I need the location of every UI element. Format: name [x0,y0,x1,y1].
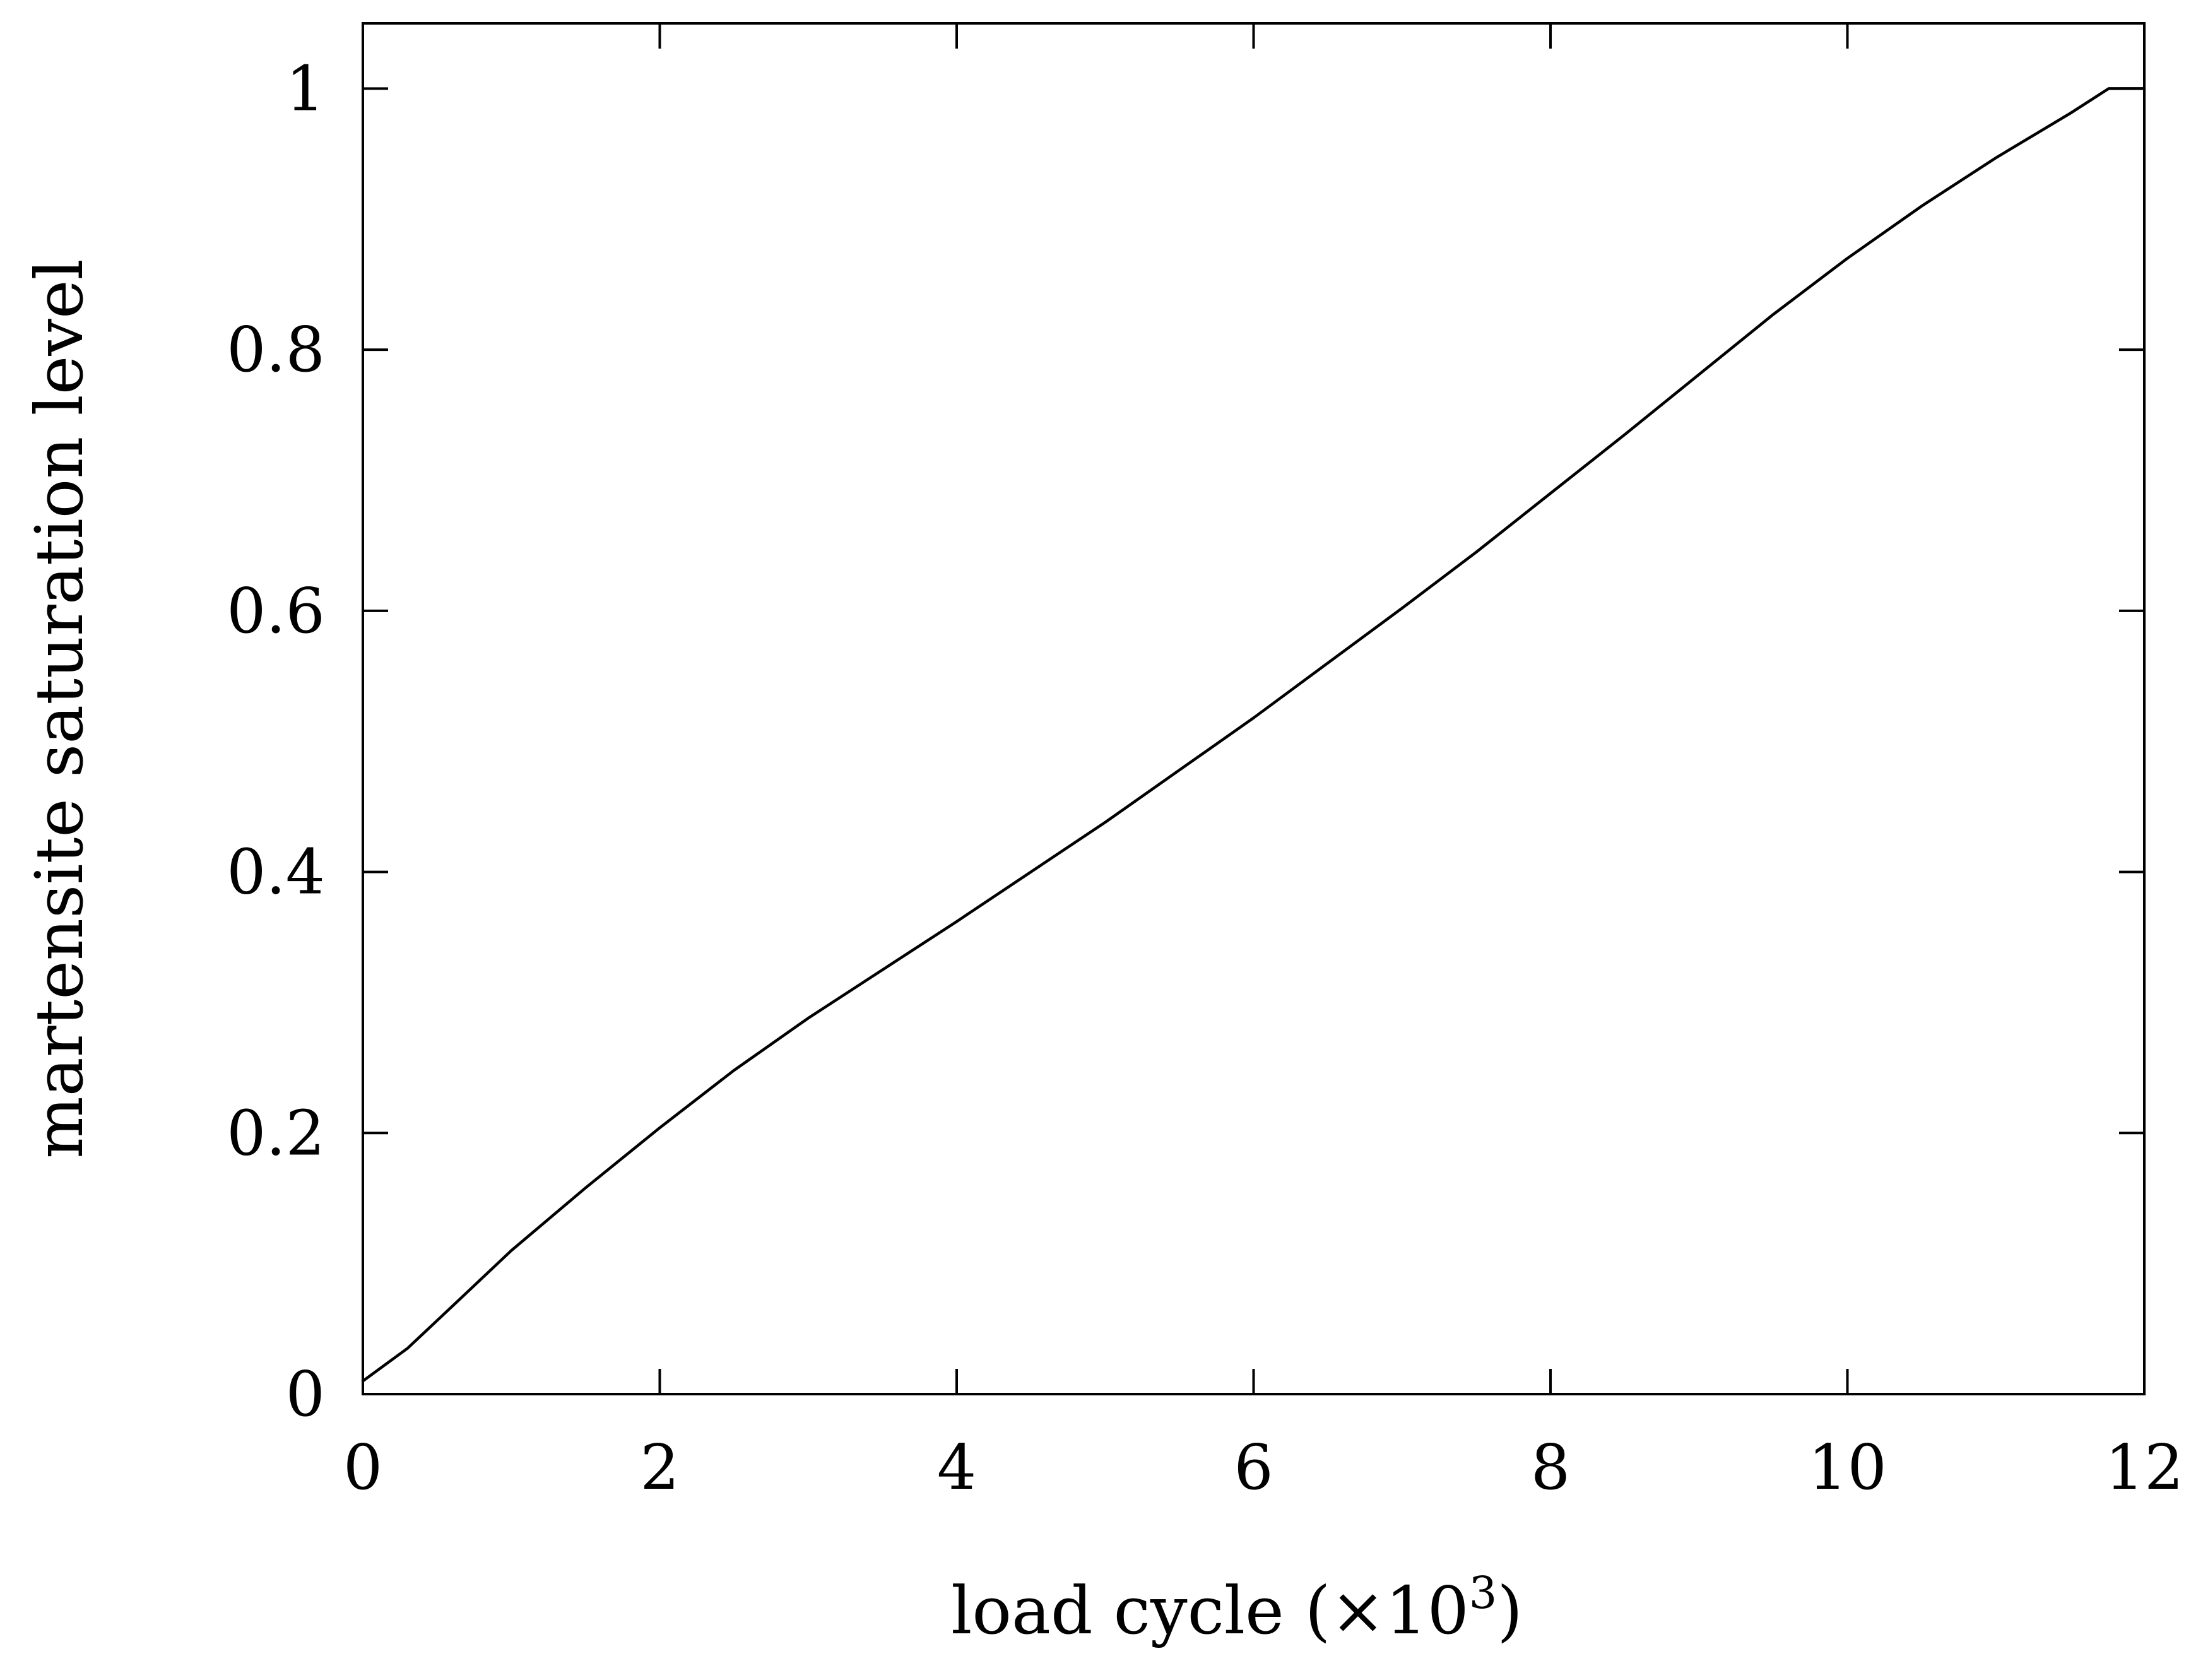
y-tick-label: 0.8 [227,314,325,386]
x-axis-label: load cycle (×103) [951,1567,1523,1649]
x-tick-label: 12 [2105,1432,2184,1504]
x-tick-label: 10 [1808,1432,1887,1504]
y-tick-label: 0.6 [227,576,325,648]
x-tick-label: 2 [640,1432,679,1504]
x-tick-label: 6 [1234,1432,1273,1504]
x-tick-label: 4 [937,1432,976,1504]
y-tick-label: 1 [286,53,325,125]
x-tick-label: 8 [1531,1432,1570,1504]
tick-labels: 0 2 4 6 8 10 12 0 0.2 0.4 0.6 0.8 1 [227,53,2183,1504]
tick-marks [362,23,2146,1395]
y-tick-label: 0.2 [227,1097,325,1169]
y-tick-label: 0.4 [227,837,325,909]
plot-frame [362,22,2146,1395]
y-axis-label: martensite saturation level [21,259,98,1159]
series-line [361,87,2146,1383]
y-tick-label: 0 [286,1359,325,1431]
x-tick-label: 0 [343,1432,382,1504]
